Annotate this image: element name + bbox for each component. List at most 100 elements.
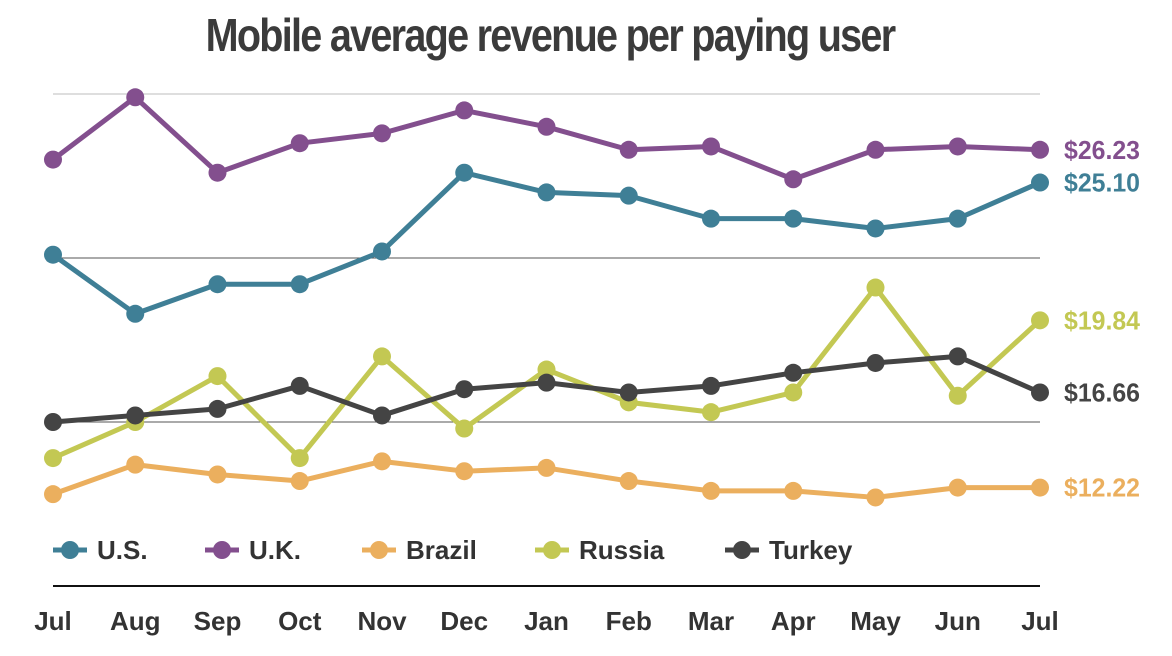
data-point <box>866 278 885 297</box>
series-line <box>51 94 1041 182</box>
data-point <box>290 376 309 395</box>
data-point <box>126 455 145 474</box>
legend-item: U.S. <box>53 535 148 565</box>
data-point <box>784 481 803 500</box>
data-point <box>44 245 62 264</box>
data-point <box>619 186 638 205</box>
data-point <box>208 465 227 484</box>
legend-marker <box>213 541 231 559</box>
x-tick-label: Nov <box>357 606 407 636</box>
data-point <box>290 449 309 468</box>
x-tick-label: Jul <box>34 606 72 636</box>
data-point <box>866 353 885 372</box>
data-point <box>784 363 803 382</box>
chart-title: Mobile average revenue per paying user <box>205 9 896 61</box>
legend-label: Brazil <box>406 535 477 565</box>
x-tick-label: Aug <box>110 606 161 636</box>
data-point <box>208 399 227 418</box>
data-point <box>208 163 227 182</box>
end-value-label: $16.66 <box>1064 377 1140 407</box>
legend-item: Russia <box>535 535 665 565</box>
data-point <box>866 488 885 507</box>
end-value-label: $12.22 <box>1064 473 1140 503</box>
x-tick-label: Dec <box>440 606 488 636</box>
end-value-label: $25.10 <box>1064 168 1140 198</box>
data-point <box>948 386 967 405</box>
gridlines <box>53 93 1040 423</box>
data-point <box>290 472 309 491</box>
series-russia <box>44 278 1049 468</box>
data-point <box>455 419 474 438</box>
data-point <box>44 485 62 504</box>
x-tick-label: Apr <box>771 606 816 636</box>
data-point <box>44 449 62 468</box>
series-lines <box>44 88 1049 507</box>
x-tick-label: Oct <box>278 606 322 636</box>
data-point <box>948 347 967 366</box>
legend-item: Turkey <box>725 535 853 565</box>
data-point <box>702 403 720 422</box>
legend-label: Russia <box>579 535 665 565</box>
legend-item: Brazil <box>362 535 477 565</box>
legend-label: Turkey <box>769 535 853 565</box>
data-point <box>44 413 62 431</box>
x-tick-label: Jul <box>1021 606 1059 636</box>
data-point <box>537 360 556 379</box>
x-tick-label: Sep <box>194 606 242 636</box>
x-tick-label: Jun <box>935 606 981 636</box>
x-axis: Jul Aug Sep Oct Nov Dec Jan Feb Mar Apr May Jun Jul <box>34 585 1059 636</box>
data-point <box>1031 311 1049 330</box>
data-point <box>702 137 720 156</box>
data-point <box>948 478 967 497</box>
data-point <box>619 140 638 159</box>
legend-label: U.S. <box>97 535 148 565</box>
x-tick-label: May <box>850 606 901 636</box>
data-point <box>1031 478 1049 497</box>
data-point <box>537 373 556 392</box>
data-point <box>455 163 474 182</box>
data-point <box>702 481 720 500</box>
data-point <box>866 140 885 159</box>
x-tick-label: Mar <box>688 606 734 636</box>
data-point <box>702 376 720 395</box>
data-point <box>537 183 556 202</box>
data-point <box>373 406 391 425</box>
data-point <box>784 209 803 228</box>
end-value-labels: $25.10$26.23 $12.22 $19.84 $16.66 <box>1064 135 1141 503</box>
data-point <box>537 117 556 136</box>
data-point <box>866 219 885 238</box>
data-point <box>373 124 391 143</box>
data-point <box>948 137 967 156</box>
data-point <box>537 458 556 477</box>
data-point <box>784 170 803 189</box>
series-us <box>44 163 1049 323</box>
data-point <box>126 406 145 425</box>
data-point <box>208 275 227 294</box>
data-point <box>1031 140 1049 159</box>
data-point <box>126 304 145 323</box>
legend-marker <box>543 541 561 559</box>
data-point <box>373 452 391 471</box>
data-point <box>619 383 638 402</box>
data-point <box>948 209 967 228</box>
series-brazil <box>44 452 1049 507</box>
data-point <box>619 472 638 491</box>
data-point <box>373 347 391 366</box>
data-point <box>44 150 62 169</box>
legend-marker <box>370 541 388 559</box>
data-point <box>290 134 309 153</box>
legend-marker <box>733 541 751 559</box>
data-point <box>1031 173 1049 192</box>
series-turkey <box>44 347 1049 431</box>
x-tick-label: Jan <box>524 606 569 636</box>
end-value-label: $19.84 <box>1064 305 1141 335</box>
legend-item: U.K. <box>205 535 301 565</box>
data-point <box>1031 383 1049 402</box>
data-point <box>455 101 474 120</box>
data-point <box>290 275 309 294</box>
end-value-label: $26.23 <box>1064 135 1140 165</box>
data-point <box>126 88 145 107</box>
data-point <box>455 380 474 399</box>
data-point <box>455 462 474 481</box>
